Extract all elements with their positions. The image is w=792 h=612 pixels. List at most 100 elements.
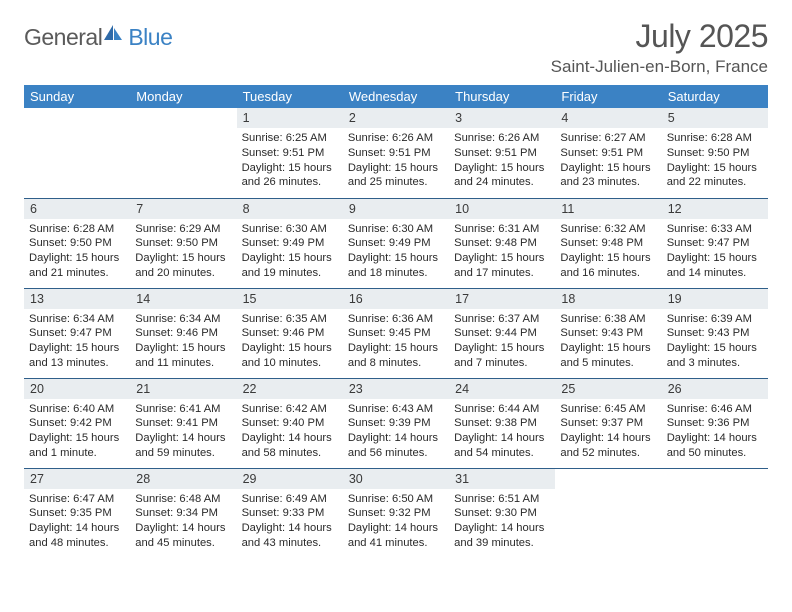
daylight-line: Daylight: 15 hours and 26 minutes. [242,161,338,191]
day-cell: 1Sunrise: 6:25 AMSunset: 9:51 PMDaylight… [237,108,343,198]
sunrise-line: Sunrise: 6:35 AM [242,312,338,327]
day-number: 14 [130,289,236,309]
day-cell: 14Sunrise: 6:34 AMSunset: 9:46 PMDayligh… [130,288,236,378]
day-number: 30 [343,469,449,489]
day-cell: 11Sunrise: 6:32 AMSunset: 9:48 PMDayligh… [555,198,661,288]
daylight-line: Daylight: 14 hours and 59 minutes. [135,431,231,461]
daylight-line: Daylight: 14 hours and 48 minutes. [29,521,125,551]
empty-cell [662,468,768,558]
daylight-line: Daylight: 15 hours and 20 minutes. [135,251,231,281]
sunrise-line: Sunrise: 6:30 AM [348,222,444,237]
weekday-header: Sunday [24,85,130,108]
day-details: Sunrise: 6:26 AMSunset: 9:51 PMDaylight:… [449,128,555,195]
sunrise-line: Sunrise: 6:36 AM [348,312,444,327]
day-details: Sunrise: 6:30 AMSunset: 9:49 PMDaylight:… [237,219,343,286]
day-details: Sunrise: 6:44 AMSunset: 9:38 PMDaylight:… [449,399,555,466]
sunset-line: Sunset: 9:35 PM [29,506,125,521]
day-cell: 25Sunrise: 6:45 AMSunset: 9:37 PMDayligh… [555,378,661,468]
sunset-line: Sunset: 9:51 PM [560,146,656,161]
sunrise-line: Sunrise: 6:34 AM [29,312,125,327]
daylight-line: Daylight: 15 hours and 19 minutes. [242,251,338,281]
day-number: 15 [237,289,343,309]
day-cell: 23Sunrise: 6:43 AMSunset: 9:39 PMDayligh… [343,378,449,468]
day-cell: 28Sunrise: 6:48 AMSunset: 9:34 PMDayligh… [130,468,236,558]
day-number: 18 [555,289,661,309]
sunrise-line: Sunrise: 6:50 AM [348,492,444,507]
day-cell: 4Sunrise: 6:27 AMSunset: 9:51 PMDaylight… [555,108,661,198]
sunrise-line: Sunrise: 6:51 AM [454,492,550,507]
day-number: 26 [662,379,768,399]
day-details: Sunrise: 6:35 AMSunset: 9:46 PMDaylight:… [237,309,343,376]
sunset-line: Sunset: 9:47 PM [29,326,125,341]
sunset-line: Sunset: 9:33 PM [242,506,338,521]
day-cell: 24Sunrise: 6:44 AMSunset: 9:38 PMDayligh… [449,378,555,468]
day-details: Sunrise: 6:42 AMSunset: 9:40 PMDaylight:… [237,399,343,466]
daylight-line: Daylight: 14 hours and 58 minutes. [242,431,338,461]
daylight-line: Daylight: 15 hours and 16 minutes. [560,251,656,281]
day-details: Sunrise: 6:33 AMSunset: 9:47 PMDaylight:… [662,219,768,286]
day-details: Sunrise: 6:25 AMSunset: 9:51 PMDaylight:… [237,128,343,195]
day-cell: 6Sunrise: 6:28 AMSunset: 9:50 PMDaylight… [24,198,130,288]
day-cell: 21Sunrise: 6:41 AMSunset: 9:41 PMDayligh… [130,378,236,468]
weekday-header: Thursday [449,85,555,108]
day-number: 28 [130,469,236,489]
sunset-line: Sunset: 9:50 PM [667,146,763,161]
day-number: 11 [555,199,661,219]
logo: General Blue [24,18,172,51]
sunset-line: Sunset: 9:48 PM [454,236,550,251]
sunrise-line: Sunrise: 6:28 AM [29,222,125,237]
calendar-row: 20Sunrise: 6:40 AMSunset: 9:42 PMDayligh… [24,378,768,468]
daylight-line: Daylight: 15 hours and 21 minutes. [29,251,125,281]
day-details: Sunrise: 6:46 AMSunset: 9:36 PMDaylight:… [662,399,768,466]
day-details: Sunrise: 6:36 AMSunset: 9:45 PMDaylight:… [343,309,449,376]
day-cell: 18Sunrise: 6:38 AMSunset: 9:43 PMDayligh… [555,288,661,378]
day-details: Sunrise: 6:47 AMSunset: 9:35 PMDaylight:… [24,489,130,556]
day-details: Sunrise: 6:26 AMSunset: 9:51 PMDaylight:… [343,128,449,195]
sunrise-line: Sunrise: 6:48 AM [135,492,231,507]
daylight-line: Daylight: 15 hours and 22 minutes. [667,161,763,191]
calendar-body: 1Sunrise: 6:25 AMSunset: 9:51 PMDaylight… [24,108,768,558]
day-number: 9 [343,199,449,219]
day-cell: 15Sunrise: 6:35 AMSunset: 9:46 PMDayligh… [237,288,343,378]
daylight-line: Daylight: 15 hours and 24 minutes. [454,161,550,191]
day-cell: 31Sunrise: 6:51 AMSunset: 9:30 PMDayligh… [449,468,555,558]
day-cell: 20Sunrise: 6:40 AMSunset: 9:42 PMDayligh… [24,378,130,468]
day-cell: 9Sunrise: 6:30 AMSunset: 9:49 PMDaylight… [343,198,449,288]
sunrise-line: Sunrise: 6:26 AM [348,131,444,146]
calendar-row: 13Sunrise: 6:34 AMSunset: 9:47 PMDayligh… [24,288,768,378]
day-details: Sunrise: 6:51 AMSunset: 9:30 PMDaylight:… [449,489,555,556]
sunset-line: Sunset: 9:42 PM [29,416,125,431]
day-number: 1 [237,108,343,128]
sunrise-line: Sunrise: 6:25 AM [242,131,338,146]
sunset-line: Sunset: 9:32 PM [348,506,444,521]
sunrise-line: Sunrise: 6:46 AM [667,402,763,417]
sunrise-line: Sunrise: 6:27 AM [560,131,656,146]
day-cell: 13Sunrise: 6:34 AMSunset: 9:47 PMDayligh… [24,288,130,378]
day-number: 27 [24,469,130,489]
day-number: 4 [555,108,661,128]
day-cell: 27Sunrise: 6:47 AMSunset: 9:35 PMDayligh… [24,468,130,558]
daylight-line: Daylight: 14 hours and 45 minutes. [135,521,231,551]
daylight-line: Daylight: 15 hours and 10 minutes. [242,341,338,371]
empty-cell [24,108,130,198]
sunset-line: Sunset: 9:44 PM [454,326,550,341]
day-number: 23 [343,379,449,399]
day-details: Sunrise: 6:38 AMSunset: 9:43 PMDaylight:… [555,309,661,376]
daylight-line: Daylight: 14 hours and 54 minutes. [454,431,550,461]
sunrise-line: Sunrise: 6:43 AM [348,402,444,417]
logo-text-blue: Blue [128,24,172,51]
day-details: Sunrise: 6:39 AMSunset: 9:43 PMDaylight:… [662,309,768,376]
empty-cell [130,108,236,198]
sunset-line: Sunset: 9:49 PM [348,236,444,251]
sunset-line: Sunset: 9:46 PM [242,326,338,341]
day-details: Sunrise: 6:49 AMSunset: 9:33 PMDaylight:… [237,489,343,556]
sunset-line: Sunset: 9:51 PM [454,146,550,161]
sunrise-line: Sunrise: 6:45 AM [560,402,656,417]
sunrise-line: Sunrise: 6:30 AM [242,222,338,237]
sunset-line: Sunset: 9:39 PM [348,416,444,431]
sunrise-line: Sunrise: 6:47 AM [29,492,125,507]
sunrise-line: Sunrise: 6:42 AM [242,402,338,417]
daylight-line: Daylight: 15 hours and 8 minutes. [348,341,444,371]
day-cell: 7Sunrise: 6:29 AMSunset: 9:50 PMDaylight… [130,198,236,288]
weekday-header: Friday [555,85,661,108]
